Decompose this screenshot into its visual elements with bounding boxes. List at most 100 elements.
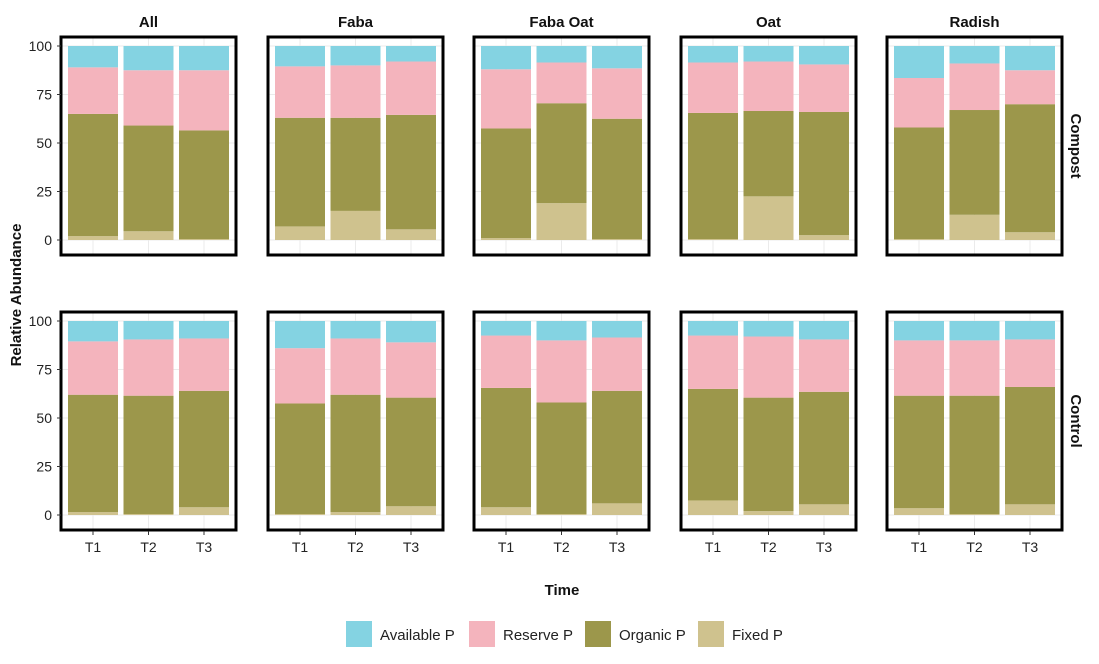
- x-tick-label: T3: [609, 539, 626, 555]
- panel-border: [266, 310, 445, 532]
- bar-segment-reserve-p: [68, 67, 118, 114]
- x-tick-label: T1: [292, 539, 309, 555]
- facet-strip-row: Compost: [1067, 114, 1084, 179]
- bar-segment-available-p: [123, 321, 174, 340]
- x-tick-label: T1: [498, 539, 515, 555]
- y-tick-label: 75: [36, 362, 52, 378]
- bar-segment-reserve-p: [743, 61, 794, 111]
- bar-segment-organic-p: [799, 391, 849, 505]
- bar-segment-reserve-p: [894, 78, 944, 128]
- y-tick-label: 75: [36, 87, 52, 103]
- bar-segment-fixed-p: [536, 203, 587, 240]
- bar-segment-fixed-p: [799, 235, 849, 240]
- bar-segment-available-p: [536, 321, 587, 341]
- bar-segment-reserve-p: [949, 340, 1000, 396]
- bar-segment-reserve-p: [592, 68, 642, 119]
- facet-strip-column: Oat: [756, 14, 781, 31]
- bar-segment-available-p: [481, 321, 531, 336]
- x-tick-label: T1: [85, 539, 102, 555]
- bar-segment-organic-p: [799, 111, 849, 236]
- x-tick-label: T3: [816, 539, 833, 555]
- bar-segment-available-p: [949, 46, 1000, 64]
- panel-border: [472, 310, 651, 532]
- bar-segment-organic-p: [894, 395, 944, 509]
- bar-segment-organic-p: [481, 387, 531, 508]
- panel-compost-faba-oat: [472, 35, 651, 257]
- bar-segment-reserve-p: [688, 62, 738, 113]
- panel-border: [885, 35, 1064, 257]
- bar-segment-reserve-p: [1005, 70, 1055, 105]
- y-tick-label: 100: [29, 38, 53, 54]
- facet-strip-column: All: [139, 14, 158, 31]
- bar-segment-fixed-p: [949, 214, 1000, 240]
- bar-segment-fixed-p: [743, 196, 794, 240]
- bar-segment-available-p: [894, 321, 944, 341]
- bar-segment-reserve-p: [949, 63, 1000, 111]
- bar-segment-organic-p: [68, 113, 118, 237]
- bar-segment-available-p: [799, 46, 849, 65]
- panel-control-oat: [679, 310, 858, 532]
- facet-strips-layer: All Faba Faba Oat Oat Radish Compost Control: [139, 14, 1084, 448]
- bar-segment-reserve-p: [799, 64, 849, 112]
- bar-segment-fixed-p: [536, 514, 587, 515]
- legend-label: Organic P: [619, 627, 686, 644]
- bar-segment-organic-p: [592, 390, 642, 504]
- bar-segment-reserve-p: [688, 335, 738, 389]
- y-tick-label: 25: [36, 459, 52, 475]
- bar-segment-reserve-p: [743, 336, 794, 398]
- bar-segment-organic-p: [386, 114, 436, 230]
- bar-segment-fixed-p: [330, 512, 381, 515]
- bar-segment-organic-p: [275, 403, 325, 515]
- legend-label: Available P: [380, 627, 455, 644]
- bar-segment-reserve-p: [330, 338, 381, 395]
- bar-segment-fixed-p: [68, 512, 118, 515]
- bar-segment-reserve-p: [536, 340, 587, 403]
- panels-layer: [59, 35, 1064, 532]
- x-tick-label: T1: [911, 539, 928, 555]
- panel-control-all: [59, 310, 238, 532]
- y-tick-label: 50: [36, 135, 52, 151]
- x-tick-label: T1: [705, 539, 722, 555]
- bar-segment-reserve-p: [481, 69, 531, 129]
- bar-segment-reserve-p: [330, 65, 381, 118]
- bar-segment-organic-p: [275, 117, 325, 227]
- x-tick-label: T2: [966, 539, 983, 555]
- bar-segment-organic-p: [894, 127, 944, 240]
- bar-segment-fixed-p: [1005, 232, 1055, 240]
- facet-strip-row: Control: [1067, 394, 1084, 447]
- bar-segment-available-p: [481, 46, 531, 70]
- x-axis-title: Time: [545, 582, 580, 599]
- y-tick-label: 0: [44, 507, 52, 523]
- bar-segment-available-p: [386, 321, 436, 343]
- bar-segment-fixed-p: [592, 503, 642, 515]
- bar-segment-organic-p: [743, 110, 794, 197]
- panel-border: [679, 310, 858, 532]
- bar-segment-organic-p: [68, 394, 118, 513]
- bar-segment-available-p: [592, 321, 642, 338]
- bar-segment-available-p: [123, 46, 174, 71]
- bar-segment-reserve-p: [123, 70, 174, 126]
- bar-segment-available-p: [688, 321, 738, 336]
- x-ticks-layer: T1 T2 T3 T1 T2 T3 T1 T2 T3 T1 T2 T3 T1 T2 T3: [85, 531, 1038, 555]
- bar-segment-available-p: [949, 321, 1000, 341]
- bar-segment-available-p: [743, 321, 794, 337]
- bar-segment-available-p: [275, 321, 325, 349]
- bar-segment-organic-p: [179, 390, 229, 508]
- bar-segment-available-p: [68, 321, 118, 342]
- bar-segment-available-p: [592, 46, 642, 69]
- bar-segment-available-p: [275, 46, 325, 67]
- bar-segment-available-p: [688, 46, 738, 63]
- bar-segment-organic-p: [1005, 386, 1055, 505]
- legend-swatch: [469, 621, 495, 647]
- bar-segment-available-p: [179, 321, 229, 339]
- facet-strip-column: Radish: [949, 14, 999, 31]
- bar-segment-reserve-p: [386, 61, 436, 115]
- facet-strip-column: Faba: [338, 14, 374, 31]
- x-tick-label: T3: [196, 539, 213, 555]
- bar-segment-reserve-p: [68, 341, 118, 395]
- panel-compost-oat: [679, 35, 858, 257]
- bar-segment-organic-p: [536, 103, 587, 204]
- bar-segment-fixed-p: [275, 226, 325, 240]
- bar-segment-available-p: [179, 46, 229, 71]
